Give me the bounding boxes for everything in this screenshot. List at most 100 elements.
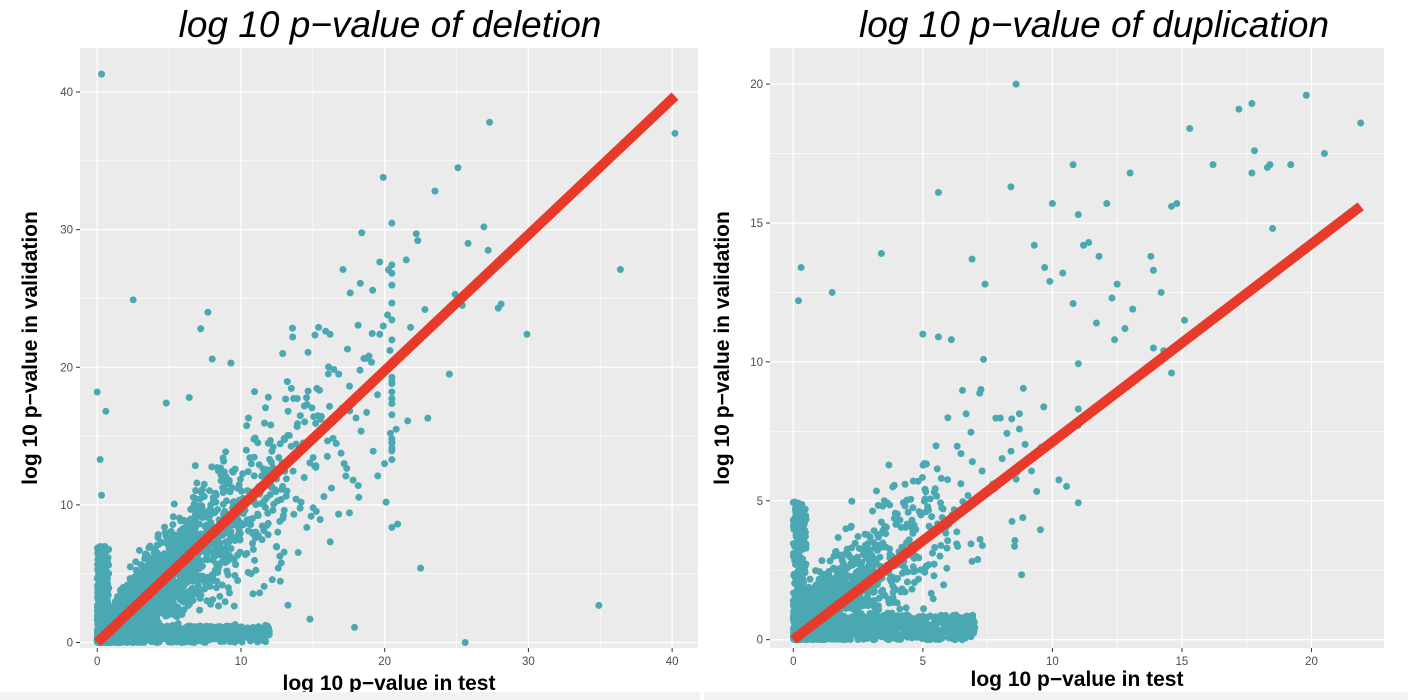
reference-line [93,92,679,647]
scatter-point [250,472,258,480]
scatter-point [992,414,1000,422]
scatter-point [249,539,257,547]
scatter-point [885,599,893,607]
scatter-point [190,567,198,575]
scatter-point [175,548,183,556]
scatter-point [854,575,862,583]
scatter-point [327,484,335,492]
scatter-point [185,394,193,402]
scatter-point [128,578,136,586]
scatter-point [376,330,384,338]
scatter-point [968,557,976,565]
scatter-point [219,552,227,560]
scatter-point [384,266,392,274]
scatter-point [280,548,288,556]
scatter-point [386,346,394,354]
scatter-point [263,494,271,502]
scatter-point [247,635,255,643]
scatter-point [224,636,232,644]
scatter-point [368,358,376,366]
scatter-point [154,533,162,541]
scatter-point [260,527,268,535]
scatter-point [211,631,219,639]
scatter-point [847,523,855,531]
scatter-point [392,425,400,433]
scatter-point [303,401,311,409]
scatter-point [345,509,353,517]
scatter-point [930,560,938,568]
scatter-point [183,578,191,586]
scatter-point [203,550,211,558]
scatter-point [207,600,215,608]
scatter-point [117,632,125,640]
scatter-point [242,446,250,454]
scatter-point [219,500,227,508]
scatter-point [243,422,251,430]
scatter-point [264,393,272,401]
scatter-point [885,461,893,469]
scatter-point [285,431,293,439]
scatter-point [323,452,331,460]
scatter-point [242,625,250,633]
scatter-point [896,516,904,524]
scatter-point [251,388,259,396]
scatter-point [260,582,268,590]
scatter-point [129,296,137,304]
scatter-point [249,545,257,553]
y-tick-label: 0 [67,637,73,649]
scatter-point [264,509,272,517]
scatter-point [251,556,259,564]
plot-panel-background [770,48,1384,648]
scatter-point [388,523,396,531]
scatter-point [225,589,233,597]
scatter-point [93,388,101,396]
scatter-point [486,118,494,126]
scatter-point [212,545,220,553]
scatter-point [167,625,175,633]
scatter-point [872,487,880,495]
scatter-point [290,510,298,518]
scatter-point [227,544,235,552]
scatter-point [230,498,238,506]
scatter-point [218,581,226,589]
scatter-point [523,330,531,338]
scatter-point [279,350,287,358]
scatter-point [220,484,228,492]
scatter-point [148,631,156,639]
scatter-point [98,546,106,554]
scatter-point [382,498,390,506]
scatter-point [205,487,213,495]
scatter-point [297,498,305,506]
scatter-point [874,501,882,509]
scatter-point [308,404,316,412]
scatter-point [381,460,389,468]
scatter-point [150,568,158,576]
scatter-point [304,348,312,356]
scatter-point [908,585,916,593]
scatter-point [301,418,309,426]
scatter-point [843,545,851,553]
scatter-point [197,488,205,496]
scatter-point [360,354,368,362]
scatter-point [161,529,169,537]
scatter-point [224,571,232,579]
scatter-point [207,501,215,509]
scatter-point [250,453,258,461]
scatter-point [369,447,377,455]
scatter-point [309,504,317,512]
scatter-point [875,594,883,602]
scatter-point [231,621,239,629]
scatter-point [260,419,268,427]
y-tick-label: 30 [60,225,73,237]
scatter-point [864,552,872,560]
scatter-point [595,601,603,609]
scatter-point [1012,475,1020,483]
scatter-point [208,355,216,363]
scatter-point [196,606,204,614]
scatter-point [901,480,909,488]
scatter-point [354,482,362,490]
scatter-point [176,539,184,547]
scatter-point [363,408,371,416]
scatter-point [296,412,304,420]
